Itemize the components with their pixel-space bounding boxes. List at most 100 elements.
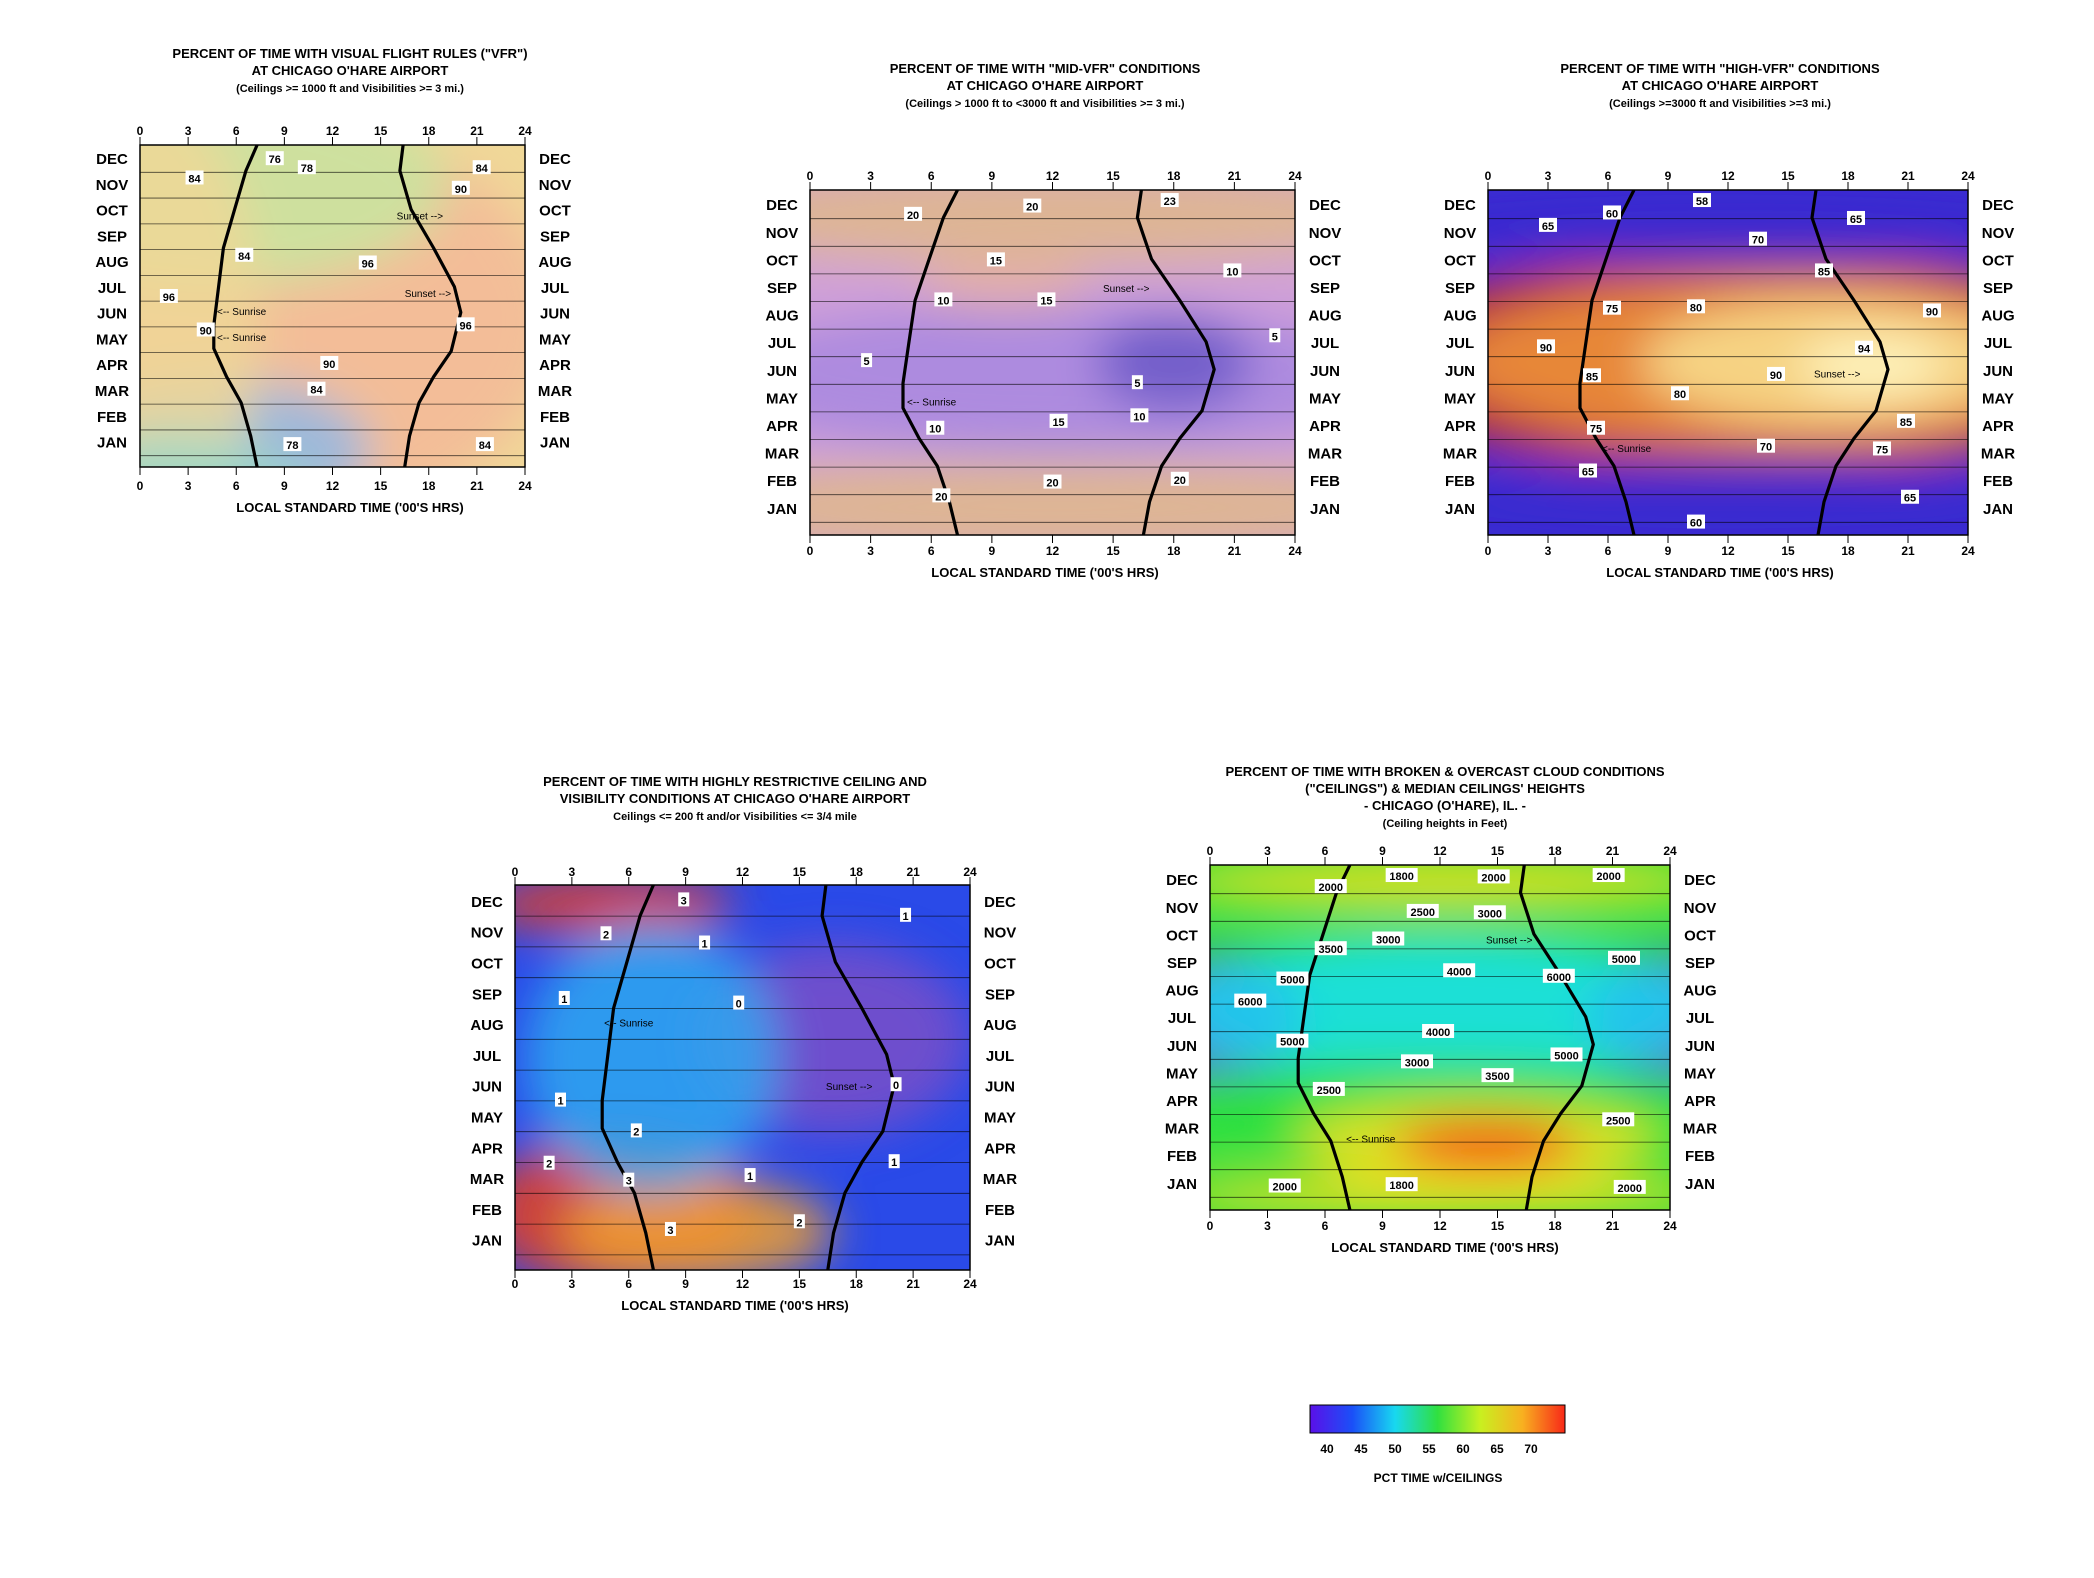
- contour-label: 70: [1749, 231, 1767, 247]
- contour-label-text: 78: [286, 440, 298, 452]
- contour-label-text: 90: [200, 325, 212, 337]
- sun-annotation: Sunset -->: [826, 1082, 873, 1093]
- month-label-left: DEC: [1166, 872, 1198, 889]
- contour-label: 75: [1603, 300, 1621, 316]
- month-label-left: MAY: [1166, 1065, 1198, 1082]
- x-tick-label-bottom: 6: [233, 479, 240, 493]
- x-tick-label-bottom: 3: [569, 1277, 576, 1291]
- month-label-right: MAY: [1684, 1065, 1716, 1082]
- month-label-right: DEC: [1684, 872, 1716, 889]
- contour-label: 84: [472, 160, 491, 175]
- contour-label-text: 2000: [1618, 1183, 1642, 1195]
- contour-label-text: 3500: [1319, 944, 1343, 956]
- contour-label-box: [1901, 489, 1919, 504]
- contour-label-text: 0: [893, 1080, 899, 1092]
- x-tick-label-bottom: 12: [1721, 544, 1735, 558]
- contour-label-box: [1223, 263, 1242, 278]
- month-label-left: SEP: [97, 228, 127, 245]
- x-tick-label-top: 15: [374, 124, 388, 138]
- x-tick-label-top: 21: [470, 124, 484, 138]
- contour-label-box: [1671, 386, 1689, 401]
- contour-label: 2: [793, 1214, 805, 1229]
- x-tick-label-top: 0: [1207, 844, 1214, 858]
- month-label-right: JAN: [1983, 501, 2013, 518]
- month-label-left: MAR: [765, 446, 799, 463]
- month-label-right: MAY: [539, 331, 571, 348]
- month-label-right: JUN: [1983, 363, 2013, 380]
- contour-label: 10: [1223, 263, 1242, 278]
- contour-label-box: [1131, 375, 1143, 390]
- x-tick-label-bottom: 9: [1379, 1219, 1386, 1233]
- month-label-left: AUG: [765, 308, 798, 325]
- month-label-right: NOV: [1982, 225, 2015, 242]
- contour-label-box: [890, 1077, 902, 1092]
- contour-label-text: 90: [1926, 306, 1938, 318]
- contour-label: 4000: [1443, 963, 1476, 978]
- contour-label-box: [926, 420, 945, 435]
- chart-subtitle: (Ceilings >= 1000 ft and Visibilities >=…: [236, 83, 464, 95]
- x-tick-label-top: 6: [625, 865, 632, 879]
- contour-label-text: 1800: [1389, 1180, 1413, 1192]
- contour-label-text: 3000: [1478, 908, 1502, 920]
- sun-annotation: <-- Sunrise: [604, 1019, 654, 1030]
- contour-label: 0: [733, 995, 745, 1011]
- month-label-left: AUG: [1165, 983, 1198, 1000]
- month-label-right: AUG: [1308, 308, 1341, 325]
- contour-label-box: [1550, 1047, 1583, 1062]
- month-label-right: JAN: [1310, 501, 1340, 518]
- contour-label: 5000: [1608, 950, 1640, 966]
- month-label-left: JUL: [1446, 335, 1474, 352]
- x-tick-label-bottom: 3: [867, 544, 874, 558]
- chart-title: PERCENT OF TIME WITH "HIGH-VFR" CONDITIO…: [1560, 61, 1880, 76]
- contour-label-box: [472, 160, 491, 175]
- contour-label-box: [986, 252, 1005, 267]
- month-label-left: MAY: [471, 1110, 503, 1127]
- x-tick-label-top: 12: [736, 865, 750, 879]
- x-tick-label-top: 6: [1605, 169, 1612, 183]
- contour-label-text: 85: [1900, 417, 1912, 429]
- contour-label-box: [744, 1168, 756, 1183]
- month-label-left: FEB: [472, 1202, 502, 1219]
- month-label-right: OCT: [539, 203, 571, 220]
- month-label-right: OCT: [1684, 927, 1716, 944]
- sun-annotation: <-- Sunrise: [217, 333, 267, 344]
- contour-label-text: 1: [557, 1096, 563, 1108]
- contour-label-text: 96: [163, 292, 175, 304]
- x-tick-label-top: 3: [867, 169, 874, 183]
- x-tick-label-bottom: 12: [1046, 544, 1060, 558]
- contour-label-box: [1481, 1068, 1514, 1083]
- contour-label-box: [1385, 868, 1418, 883]
- month-label-right: FEB: [1310, 473, 1340, 490]
- x-tick-label-bottom: 3: [185, 479, 192, 493]
- high-vfr-chart: PERCENT OF TIME WITH "HIGH-VFR" CONDITIO…: [1410, 55, 2030, 675]
- x-axis-label: LOCAL STANDARD TIME ('00'S HRS): [1606, 565, 1833, 580]
- sun-annotation: <-- Sunrise: [907, 397, 957, 408]
- contour-label-text: 58: [1696, 196, 1708, 208]
- month-label-right: FEB: [1983, 473, 2013, 490]
- contour-label-text: 90: [1770, 370, 1782, 382]
- contour-label-text: 3: [681, 895, 687, 907]
- x-tick-label-top: 0: [512, 865, 519, 879]
- contour-label-box: [630, 1123, 642, 1138]
- contour-label-text: 3: [626, 1176, 632, 1188]
- contour-label-text: 5: [1272, 331, 1278, 343]
- month-label-left: AUG: [95, 254, 128, 271]
- contour-label-box: [1583, 368, 1601, 383]
- month-label-right: APR: [1684, 1093, 1716, 1110]
- x-tick-label-bottom: 0: [512, 1277, 519, 1291]
- x-tick-label-bottom: 24: [518, 479, 532, 493]
- x-tick-label-bottom: 15: [1106, 544, 1120, 558]
- contour-label-box: [1613, 1179, 1646, 1194]
- chart-title: VISIBILITY CONDITIONS AT CHICAGO O'HARE …: [560, 791, 911, 806]
- month-label-right: FEB: [985, 1202, 1015, 1219]
- contour-label-text: 2: [603, 929, 609, 941]
- contour-label-box: [543, 1155, 555, 1170]
- month-label-left: OCT: [1166, 927, 1198, 944]
- x-tick-label-top: 18: [1841, 169, 1855, 183]
- month-label-right: DEC: [984, 894, 1016, 911]
- contour-label-text: 65: [1582, 467, 1594, 479]
- contour-label-text: 85: [1586, 371, 1598, 383]
- sunset-curve: [1810, 190, 1890, 535]
- contour-label-text: 2000: [1319, 882, 1343, 894]
- chart-subtitle: (Ceiling heights in Feet): [1383, 818, 1508, 830]
